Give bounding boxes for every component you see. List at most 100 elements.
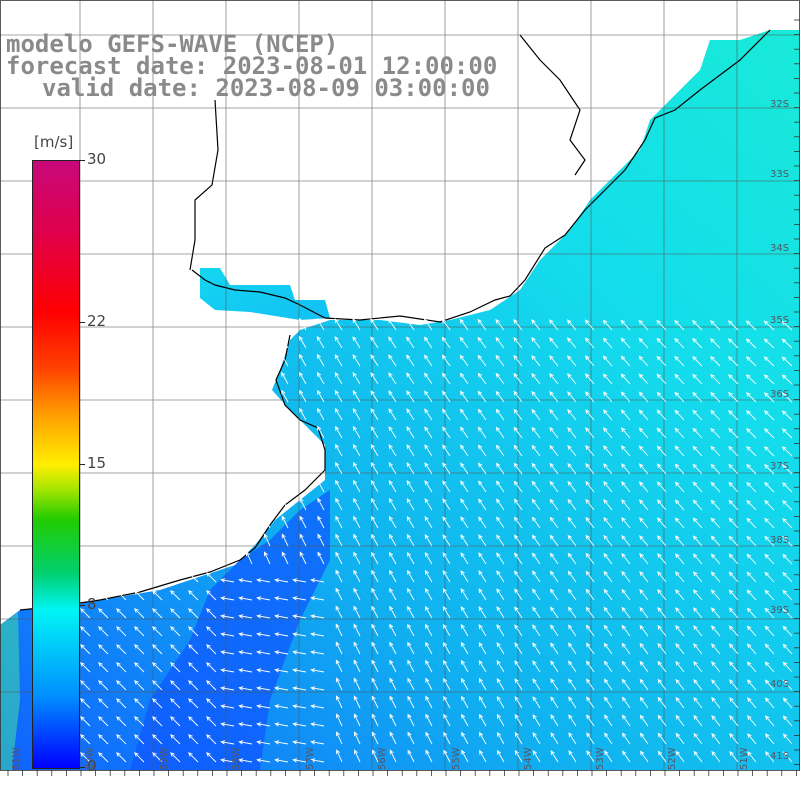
wind-arrow	[639, 606, 649, 619]
wind-arrow	[407, 749, 415, 763]
wind-arrow	[657, 571, 667, 583]
wind-arrow	[477, 336, 487, 349]
wind-arrow	[638, 373, 649, 385]
wind-arrow	[425, 749, 433, 763]
wind-arrow	[782, 733, 793, 745]
wind-arrow	[335, 551, 343, 565]
wind-arrow	[782, 607, 793, 619]
wind-arrow	[256, 668, 271, 673]
wind-arrow	[621, 696, 631, 709]
wind-arrow	[746, 571, 757, 583]
latitude-label: 32S	[770, 99, 790, 110]
wind-arrow	[603, 534, 613, 547]
wind-arrow	[639, 678, 649, 691]
wind-arrow	[353, 569, 361, 583]
wind-arrow	[461, 695, 469, 709]
latitude-label: 38S	[770, 535, 790, 546]
wind-arrow	[549, 462, 559, 475]
wind-arrow	[406, 444, 415, 457]
wind-arrow	[656, 319, 667, 331]
wind-arrow	[764, 625, 775, 637]
wind-arrow	[316, 318, 325, 331]
wind-arrow	[281, 371, 289, 385]
wind-arrow	[638, 481, 649, 493]
wind-arrow	[657, 606, 667, 619]
wind-arrow	[274, 596, 289, 601]
wind-arrow	[566, 337, 577, 349]
wind-arrow	[513, 426, 523, 439]
wind-arrow	[639, 642, 649, 655]
wind-arrow	[514, 678, 523, 691]
wind-arrow	[188, 572, 199, 583]
wind-arrow	[728, 535, 739, 547]
wind-arrow	[763, 410, 775, 421]
model-title: modelo GEFS-WAVE (NCEP)	[6, 30, 339, 58]
wind-arrow	[478, 677, 487, 691]
wind-arrow	[134, 662, 145, 673]
wind-arrow	[407, 623, 415, 637]
wind-arrow	[292, 722, 307, 727]
wind-arrow	[729, 679, 739, 691]
wind-arrow	[746, 607, 757, 619]
wind-arrow	[585, 391, 595, 403]
wind-arrow	[782, 751, 793, 763]
wind-arrow	[424, 534, 433, 547]
wind-arrow	[188, 662, 199, 673]
wind-arrow	[746, 679, 757, 691]
wind-arrow	[514, 624, 523, 637]
wind-arrow	[274, 650, 289, 655]
wind-arrow	[370, 318, 379, 331]
wind-arrow	[407, 605, 415, 619]
wind-arrow	[389, 731, 397, 745]
wind-arrow	[188, 698, 199, 709]
wind-arrow	[134, 716, 145, 727]
wind-arrow	[334, 354, 343, 367]
wind-arrow	[352, 461, 361, 475]
wind-arrow	[728, 607, 739, 619]
wind-arrow	[710, 427, 721, 439]
wind-arrow	[443, 713, 451, 727]
wind-arrow	[584, 355, 595, 367]
wind-arrow	[299, 407, 307, 421]
wind-arrow	[406, 515, 415, 529]
wind-arrow	[764, 571, 775, 583]
wind-arrow	[80, 680, 91, 691]
wind-arrow	[621, 534, 631, 547]
wind-arrow	[621, 732, 631, 745]
wind-arrow	[531, 534, 541, 547]
wind-arrow	[675, 571, 685, 583]
wind-arrow	[603, 660, 613, 673]
wind-arrow	[352, 425, 361, 439]
wind-arrow	[370, 497, 379, 511]
wind-arrow	[206, 734, 217, 745]
wind-arrow	[745, 392, 757, 403]
wind-arrow	[134, 680, 145, 691]
wind-arrow	[206, 572, 217, 583]
wind-arrow	[639, 714, 649, 727]
wind-arrow	[710, 589, 721, 601]
wind-arrow	[220, 686, 235, 691]
wind-arrow	[292, 614, 307, 619]
wind-arrow	[710, 373, 721, 385]
wind-arrow	[711, 732, 721, 745]
wind-arrow	[274, 632, 289, 637]
wind-arrow	[292, 578, 307, 583]
wind-arrow	[335, 515, 343, 529]
wind-arrow	[292, 596, 307, 601]
wind-arrow	[299, 533, 307, 547]
wind-arrow	[693, 678, 703, 691]
wind-arrow	[292, 632, 307, 637]
wind-arrow	[496, 516, 505, 529]
wind-arrow	[424, 372, 433, 385]
wind-arrow	[441, 318, 451, 331]
wind-arrow	[746, 463, 757, 475]
wind-arrow	[116, 644, 127, 655]
wind-arrow	[98, 698, 109, 709]
wind-arrow	[639, 750, 649, 763]
wind-arrow	[407, 695, 415, 709]
wind-arrow	[674, 355, 685, 367]
wind-arrow	[310, 722, 325, 727]
wind-arrow	[764, 481, 775, 493]
wind-arrow	[495, 426, 505, 439]
wind-arrow	[692, 499, 703, 511]
